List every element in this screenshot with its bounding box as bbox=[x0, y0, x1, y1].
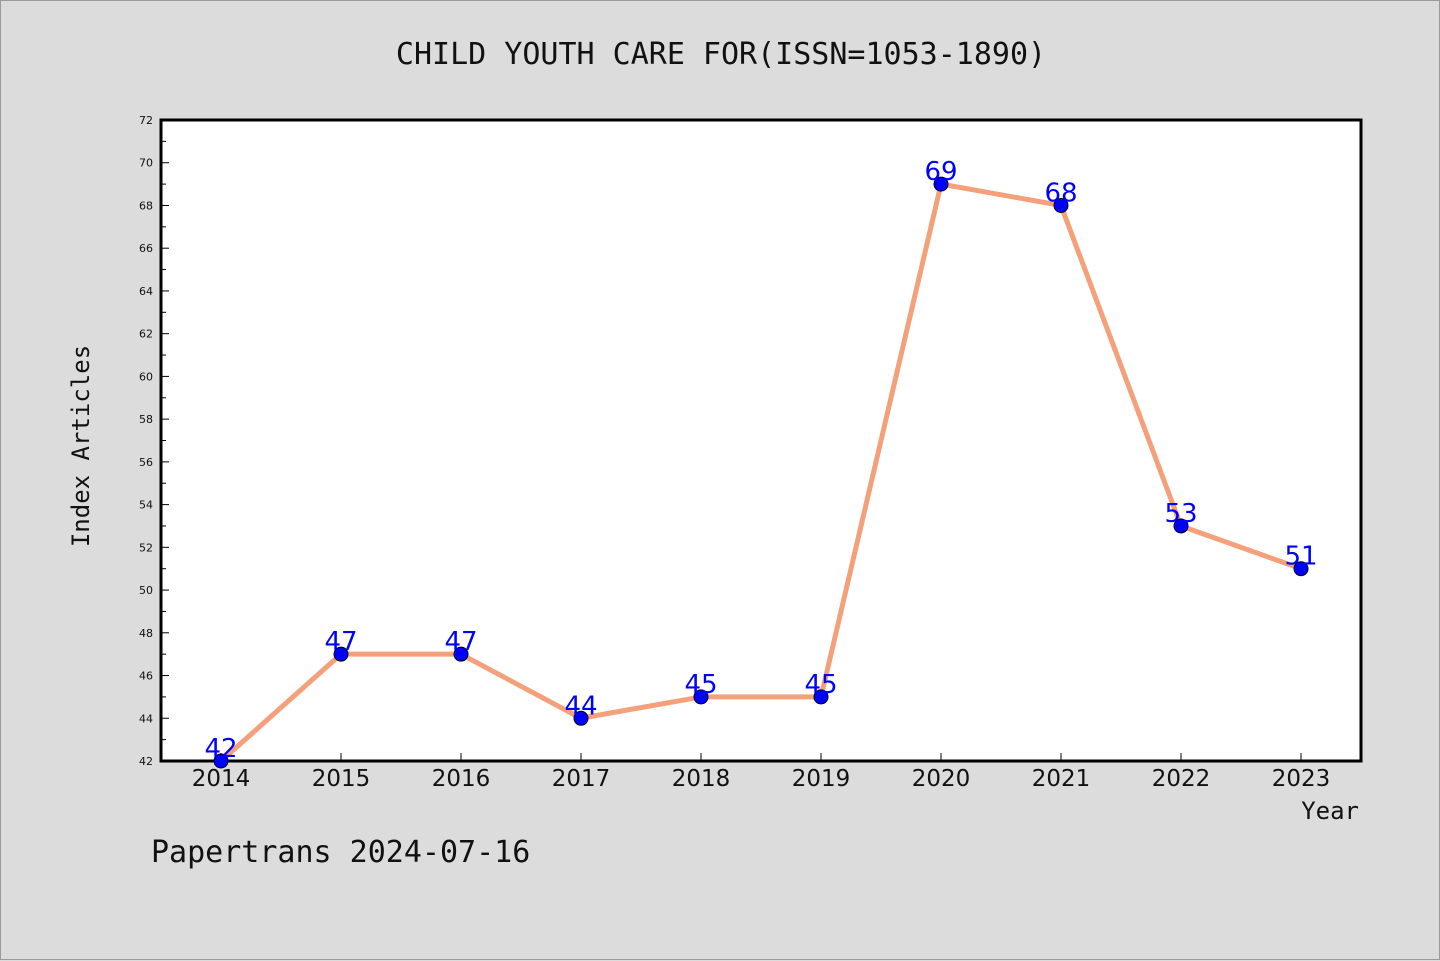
plot-area bbox=[159, 118, 1363, 763]
x-tick-label: 2020 bbox=[912, 766, 971, 792]
y-tick-label: 72 bbox=[139, 114, 153, 127]
data-point bbox=[453, 646, 469, 662]
data-point bbox=[693, 689, 709, 705]
y-tick-label: 56 bbox=[139, 456, 153, 469]
y-tick-label: 46 bbox=[139, 670, 153, 683]
y-tick-label: 60 bbox=[139, 370, 153, 383]
y-tick-label: 42 bbox=[139, 755, 153, 768]
x-tick-label: 2015 bbox=[312, 766, 371, 792]
data-point bbox=[1173, 518, 1189, 534]
y-tick-label: 44 bbox=[139, 712, 153, 725]
footer-credit: Papertrans 2024-07-16 bbox=[151, 835, 531, 870]
y-tick-label: 50 bbox=[139, 584, 153, 597]
x-tick-label: 2018 bbox=[672, 766, 731, 792]
data-label: 47 bbox=[324, 627, 357, 657]
data-point bbox=[813, 689, 829, 705]
data-label: 51 bbox=[1284, 542, 1317, 572]
y-tick-label: 58 bbox=[139, 413, 153, 426]
x-tick-label: 2022 bbox=[1152, 766, 1211, 792]
y-tick-label: 64 bbox=[139, 285, 153, 298]
x-axis-title: Year bbox=[1301, 797, 1359, 825]
data-label: 45 bbox=[684, 670, 717, 700]
x-tick-label: 2019 bbox=[792, 766, 851, 792]
data-point bbox=[213, 753, 229, 769]
y-tick-label: 54 bbox=[139, 499, 153, 512]
data-point bbox=[1053, 197, 1069, 213]
data-label: 53 bbox=[1164, 499, 1197, 529]
data-point bbox=[1293, 561, 1309, 577]
x-tick-label: 2016 bbox=[432, 766, 491, 792]
y-tick-label: 48 bbox=[139, 627, 153, 640]
chart-title: CHILD YOUTH CARE FOR(ISSN=1053-1890) bbox=[395, 37, 1047, 72]
x-tick-label: 2023 bbox=[1272, 766, 1331, 792]
data-point bbox=[933, 176, 949, 192]
data-point bbox=[573, 710, 589, 726]
y-tick-label: 66 bbox=[139, 242, 153, 255]
y-tick-label: 62 bbox=[139, 328, 153, 341]
y-tick-label: 68 bbox=[139, 199, 153, 212]
data-label: 44 bbox=[564, 691, 597, 721]
series-line bbox=[219, 181, 1302, 763]
x-tick-label: 2021 bbox=[1032, 766, 1091, 792]
data-label: 45 bbox=[804, 670, 837, 700]
x-tick-label: 2014 bbox=[192, 766, 251, 792]
data-label: 68 bbox=[1044, 178, 1077, 208]
data-point bbox=[333, 646, 349, 662]
data-label: 42 bbox=[204, 734, 237, 764]
y-tick-label: 70 bbox=[139, 157, 153, 170]
y-tick-label: 52 bbox=[139, 541, 153, 554]
data-label: 69 bbox=[924, 157, 957, 187]
x-tick-label: 2017 bbox=[552, 766, 611, 792]
data-label: 47 bbox=[444, 627, 477, 657]
